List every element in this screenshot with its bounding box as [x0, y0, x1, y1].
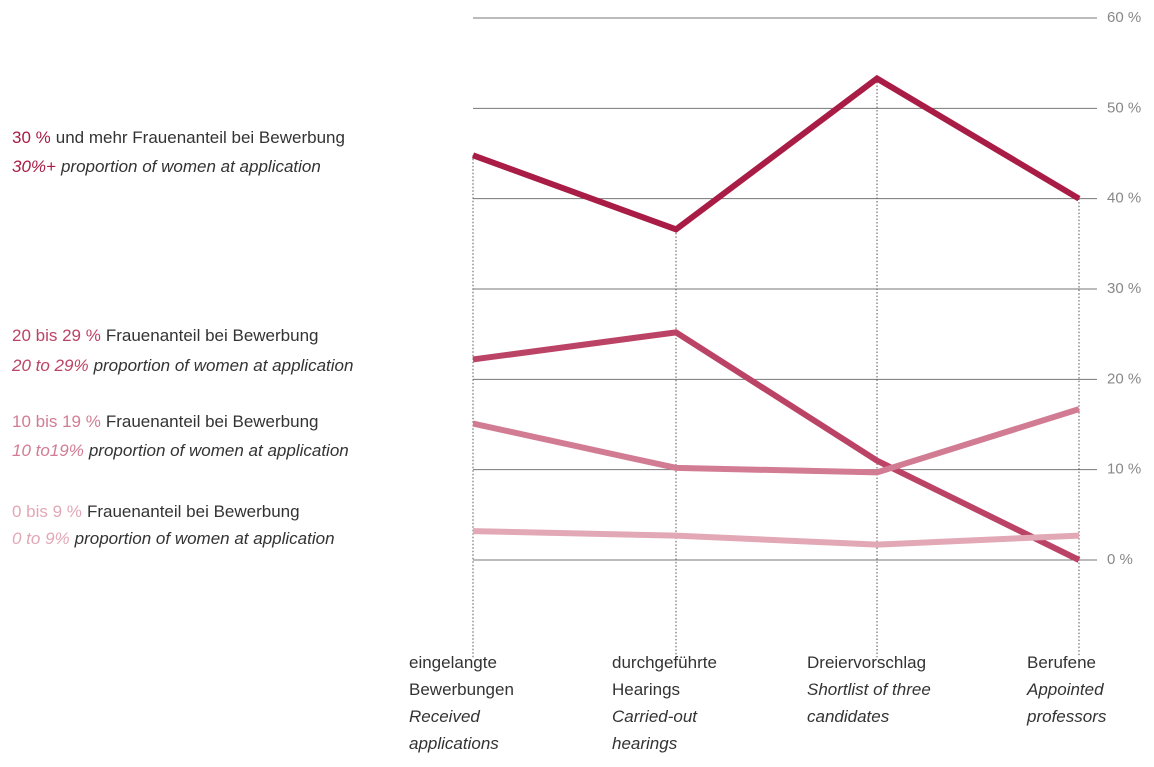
y-tick-label: 40 %	[1107, 190, 1141, 207]
x-tick-label-en: Appointed	[1026, 680, 1104, 699]
series-line	[472, 528, 1080, 548]
legend-highlight: 0 bis 9 %	[12, 502, 82, 521]
legend-text: proportion of women at application	[88, 441, 349, 460]
legend-label: 30 % und mehr Frauenanteil bei Bewerbung	[12, 128, 345, 147]
x-tick-label-en: hearings	[612, 734, 678, 753]
legend-text: proportion of women at application	[60, 157, 321, 176]
x-tick-label: durchgeführte	[612, 653, 717, 672]
legend-label-en: 20 to 29% proportion of women at applicat…	[11, 356, 353, 375]
legend-text: Frauenanteil bei Bewerbung	[106, 412, 319, 431]
legend-label: 0 bis 9 % Frauenanteil bei Bewerbung	[12, 502, 300, 521]
legend-text: proportion of women at application	[93, 356, 354, 375]
series-line	[472, 406, 1080, 476]
y-tick-label: 0 %	[1107, 551, 1133, 568]
legend-highlight: 30%+	[12, 157, 56, 176]
legend-highlight: 20 to 29%	[11, 356, 89, 375]
y-tick-label: 30 %	[1107, 280, 1141, 297]
legend-text: Frauenanteil bei Bewerbung	[106, 326, 319, 345]
y-tick-label: 60 %	[1107, 9, 1141, 26]
legend-text: und mehr Frauenanteil bei Bewerbung	[56, 128, 345, 147]
x-tick-label-en: Shortlist of three	[807, 680, 931, 699]
legend-label-en: 0 to 9% proportion of women at applicatio…	[12, 529, 335, 548]
x-tick-label: eingelangte	[409, 653, 497, 672]
x-tick-label-en: professors	[1026, 707, 1107, 726]
x-tick-label: Bewerbungen	[409, 680, 514, 699]
legend-label-en: 30%+ proportion of women at application	[12, 157, 321, 176]
x-tick-label: Hearings	[612, 680, 680, 699]
legend-text: proportion of women at application	[74, 529, 335, 548]
legend-label-en: 10 to19% proportion of women at applicati…	[12, 441, 349, 460]
x-tick-label-en: Received	[409, 707, 480, 726]
legend-highlight: 10 to19%	[12, 441, 84, 460]
x-tick-label-en: applications	[409, 734, 499, 753]
legend-label: 10 bis 19 % Frauenanteil bei Bewerbung	[12, 412, 319, 431]
x-tick-label-en: Carried-out	[612, 707, 698, 726]
x-tick-label: Dreiervorschlag	[807, 653, 926, 672]
series-line	[471, 74, 1081, 233]
y-tick-label: 10 %	[1107, 461, 1141, 478]
series-line	[472, 329, 1081, 563]
y-tick-label: 20 %	[1107, 370, 1141, 387]
legend-highlight: 0 to 9%	[12, 529, 70, 548]
legend-text: Frauenanteil bei Bewerbung	[87, 502, 300, 521]
x-tick-label-en: candidates	[807, 707, 890, 726]
legend-highlight: 30 %	[12, 128, 51, 147]
legend-highlight: 20 bis 29 %	[12, 326, 101, 345]
legend-highlight: 10 bis 19 %	[12, 412, 101, 431]
x-tick-label: Berufene	[1027, 653, 1096, 672]
y-tick-label: 50 %	[1107, 99, 1141, 116]
legend-label: 20 bis 29 % Frauenanteil bei Bewerbung	[12, 326, 319, 345]
